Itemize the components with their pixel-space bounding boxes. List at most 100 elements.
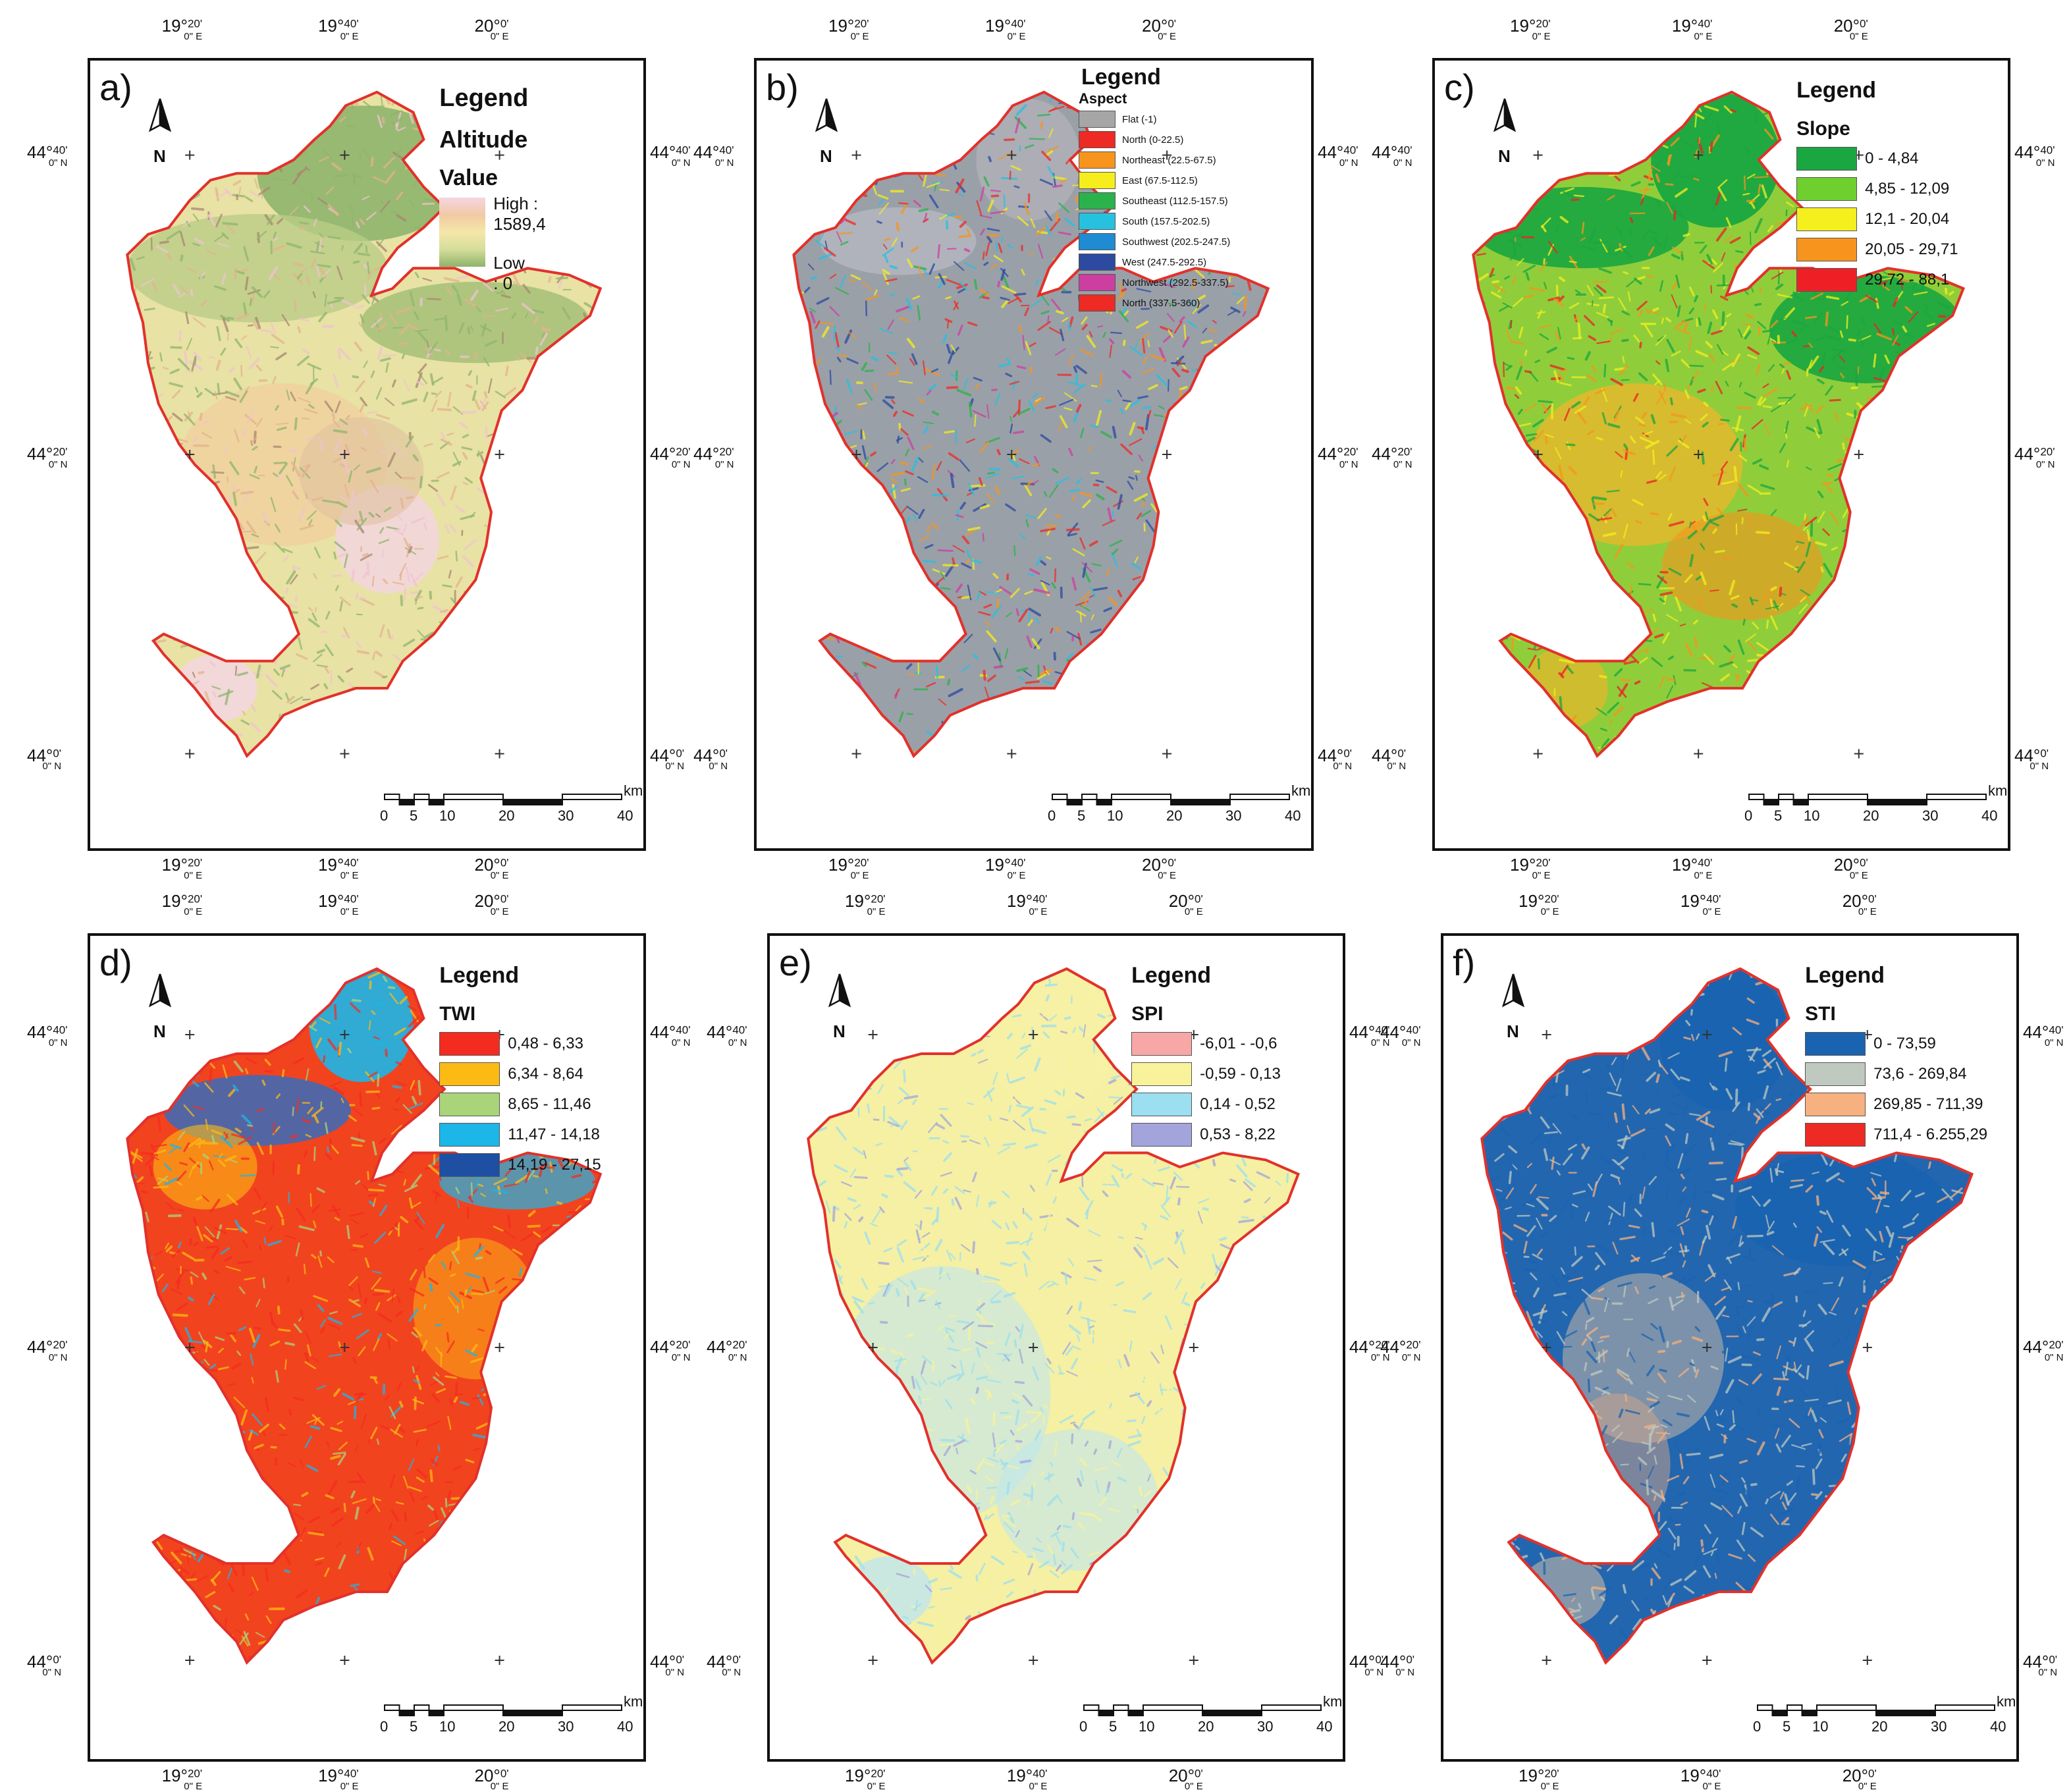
legend-item-label: 73,6 - 269,84: [1873, 1065, 1966, 1083]
graticule-cross: [1534, 749, 1543, 758]
legend-item-label: -0,59 - 0,13: [1200, 1065, 1281, 1083]
legend-swatch: [1805, 1032, 1866, 1056]
graticule-cross: [1189, 1656, 1198, 1665]
legend-item-label: Northeast (22.5-67.5): [1122, 155, 1216, 166]
legend-item: Northwest (292.5-337.5): [1079, 274, 1230, 291]
panel-label: a): [99, 66, 132, 109]
longitude-label: 19°20'0" E: [1519, 892, 1559, 917]
longitude-label: 20°0'0" E: [1834, 17, 1868, 41]
latitude-label: 44°0'0" N: [707, 1653, 741, 1677]
legend-item-label: -6,01 - -0,6: [1200, 1035, 1277, 1053]
legend-item: 0 - 73,59: [1805, 1032, 1987, 1056]
legend-low-label: Low : 0: [493, 253, 528, 294]
legend-swatch: [1079, 233, 1116, 250]
legend-layer-name: TWI: [439, 1003, 601, 1025]
legend-item-label: North (0-22.5): [1122, 134, 1183, 146]
legend-item: Southwest (202.5-247.5): [1079, 233, 1230, 250]
graticule-cross: [1702, 1656, 1711, 1665]
longitude-label: 20°0'0" E: [1142, 856, 1176, 881]
scale-tick-label: 40: [1990, 1718, 2006, 1735]
longitude-label: 19°20'0" E: [162, 856, 202, 881]
legend-item: 0 - 4,84: [1796, 147, 1958, 171]
legend-item: 0,53 - 8,22: [1131, 1123, 1281, 1147]
legend-item: 4,85 - 12,09: [1796, 177, 1958, 201]
legend-item-label: East (67.5-112.5): [1122, 175, 1198, 186]
north-label: N: [833, 1021, 846, 1042]
longitude-label: 19°20'0" E: [162, 17, 202, 41]
north-label: N: [1498, 146, 1511, 167]
longitude-label: 20°0'0" E: [1842, 892, 1877, 917]
graticule-cross: [852, 151, 861, 160]
legend-item-label: West (247.5-292.5): [1122, 257, 1206, 268]
legend-item-label: Northwest (292.5-337.5): [1122, 277, 1229, 288]
legend-item: -6,01 - -0,6: [1131, 1032, 1281, 1056]
scale-tick-label: 30: [1257, 1718, 1273, 1735]
legend-swatch: [1079, 192, 1116, 209]
latitude-label: 44°20'0" N: [693, 445, 734, 470]
latitude-label: 44°0'0" N: [2014, 747, 2049, 771]
legend-item: 14,19 - 27,15: [439, 1153, 601, 1177]
legend: Legend Altitude Value High : 1589,4 Low …: [439, 84, 528, 270]
legend-item: 0,48 - 6,33: [439, 1032, 601, 1056]
latitude-label: 44°40'0" N: [1380, 1023, 1420, 1048]
longitude-label: 20°0'0" E: [475, 892, 509, 917]
longitude-label: 19°40'0" E: [1681, 892, 1721, 917]
legend-item-label: 14,19 - 27,15: [508, 1156, 601, 1174]
graticule-cross: [1007, 749, 1016, 758]
latitude-label: 44°20'0" N: [707, 1338, 747, 1363]
legend-swatch: [1796, 147, 1857, 171]
scale-unit: km: [1291, 782, 1310, 800]
latitude-label: 44°40'0" N: [2023, 1023, 2063, 1048]
legend: Legend Aspect Flat (-1) North (0-22.5) N…: [1079, 65, 1230, 312]
graticule-cross: [185, 1656, 194, 1665]
scale-tick-label: 5: [1774, 807, 1782, 825]
latitude-label: 44°20'0" N: [2023, 1338, 2063, 1363]
latitude-label: 44°40'0" N: [693, 144, 734, 168]
north-label: N: [153, 146, 166, 167]
legend-swatch: [1079, 151, 1116, 169]
legend-title: Legend: [439, 963, 601, 989]
north-label: N: [1507, 1021, 1519, 1042]
scale-tick-label: 5: [410, 807, 417, 825]
scale-tick-label: 0: [380, 1718, 388, 1735]
legend-title: Legend: [1796, 78, 1958, 103]
legend-swatch: [1131, 1032, 1192, 1056]
legend-item: -0,59 - 0,13: [1131, 1062, 1281, 1086]
longitude-label: 19°40'0" E: [985, 856, 1025, 881]
legend-item: 73,6 - 269,84: [1805, 1062, 1987, 1086]
latitude-label: 44°40'0" N: [1318, 144, 1358, 168]
legend-swatch: [1805, 1123, 1866, 1147]
scale-tick-label: 20: [1166, 807, 1182, 825]
legend-item: Southeast (112.5-157.5): [1079, 192, 1230, 209]
legend-title: Legend: [1131, 963, 1281, 989]
legend-swatch: [1079, 111, 1116, 128]
legend-swatch: [1805, 1093, 1866, 1116]
graticule-cross: [1863, 1343, 1872, 1352]
legend-item: East (67.5-112.5): [1079, 172, 1230, 189]
graticule-cross: [495, 1656, 504, 1665]
longitude-label: 19°20'0" E: [828, 856, 869, 881]
scale-tick-label: 20: [498, 807, 514, 825]
legend-item-label: 8,65 - 11,46: [508, 1095, 591, 1114]
graticule-cross: [869, 1030, 878, 1039]
longitude-label: 19°40'0" E: [985, 17, 1025, 41]
latitude-label: 44°0'0" N: [27, 1653, 61, 1677]
scale-tick-label: 10: [1804, 807, 1819, 825]
north-label: N: [153, 1021, 166, 1042]
legend-swatch: [1079, 172, 1116, 189]
scale-tick-label: 0: [1079, 1718, 1087, 1735]
latitude-label: 44°20'0" N: [2014, 445, 2055, 470]
scale-tick-label: 5: [410, 1718, 417, 1735]
latitude-label: 44°20'0" N: [27, 445, 67, 470]
legend-swatch: [1131, 1123, 1192, 1147]
scale-tick-label: 0: [1744, 807, 1752, 825]
legend-item-label: 0,53 - 8,22: [1200, 1126, 1276, 1144]
latitude-label: 44°20'0" N: [1318, 445, 1358, 470]
scale-tick-label: 30: [1225, 807, 1241, 825]
